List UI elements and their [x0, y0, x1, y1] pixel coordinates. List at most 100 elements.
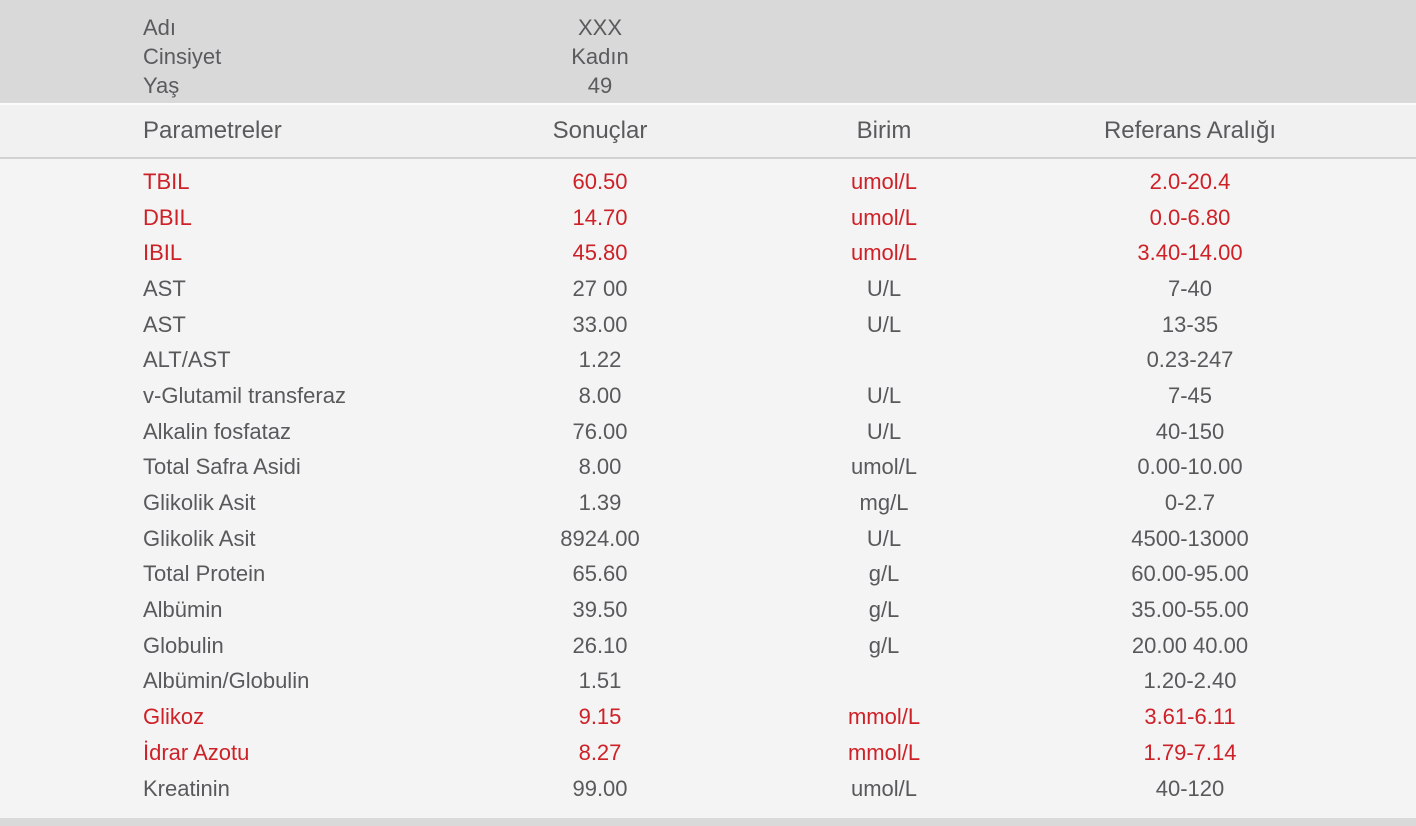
cell-result: 14.70: [572, 204, 628, 230]
table-row: Glikolik Asit 8924.00 U/L 4500-13000: [0, 521, 1416, 557]
cell-result: 99.00: [572, 775, 628, 801]
cell-result: 1.22: [578, 347, 622, 373]
patient-sex-label: Cinsiyet: [143, 43, 222, 69]
cell-unit: g/L: [868, 597, 900, 623]
cell-unit: umol/L: [850, 240, 918, 266]
cell-parameter: Glikolik Asit: [143, 490, 256, 516]
cell-range: 7-45: [1167, 382, 1213, 408]
table-row: ALT/AST 1.22 0.23-247: [0, 342, 1416, 378]
cell-parameter: DBIL: [143, 204, 192, 230]
patient-name-label: Adı: [143, 14, 177, 40]
cell-parameter: v-Glutamil transferaz: [143, 382, 346, 408]
cell-range: 3.40-14.00: [1137, 240, 1243, 266]
cell-range: 0.00-10.00: [1137, 454, 1243, 480]
cell-unit: g/L: [868, 632, 900, 658]
table-row: Alkalin fosfataz 76.00 U/L 40-150: [0, 414, 1416, 450]
cell-unit: mmol/L: [847, 739, 921, 765]
column-header-results: Sonuçlar: [552, 117, 648, 144]
cell-unit: umol/L: [850, 204, 918, 230]
cell-parameter: Alkalin fosfataz: [143, 418, 291, 444]
cell-unit: umol/L: [850, 168, 918, 194]
cell-range: 40-120: [1155, 775, 1225, 801]
cell-result: 9.15: [578, 704, 622, 730]
table-row: Kreatinin 99.00 umol/L 40-120: [0, 771, 1416, 807]
column-header-unit: Birim: [856, 117, 912, 144]
table-row: IBIL 45.80 umol/L 3.40-14.00: [0, 235, 1416, 271]
cell-result: 33.00: [572, 311, 628, 337]
results-table-body: TBIL 60.50 umol/L 2.0-20.4 DBIL 14.70 umol/L 0.…: [0, 159, 1416, 806]
cell-result: 45.80: [572, 240, 628, 266]
cell-result: 65.60: [572, 561, 628, 587]
cell-range: 60.00-95.00: [1131, 561, 1249, 587]
patient-name-value: XXX: [577, 14, 623, 40]
cell-parameter: Globulin: [143, 632, 224, 658]
patient-age-label: Yaş: [143, 72, 180, 98]
cell-range: 13-35: [1161, 311, 1219, 337]
cell-range: 20.00 40.00: [1131, 632, 1249, 658]
table-row: AST 33.00 U/L 13-35: [0, 307, 1416, 343]
cell-parameter: IBIL: [143, 240, 183, 266]
cell-result: 39.50: [572, 597, 628, 623]
table-row: v-Glutamil transferaz 8.00 U/L 7-45: [0, 378, 1416, 414]
cell-unit: umol/L: [850, 775, 918, 801]
cell-result: 26.10: [572, 632, 628, 658]
cell-range: 35.00-55.00: [1131, 597, 1249, 623]
cell-result: 8.00: [578, 382, 622, 408]
cell-result: 1.51: [578, 668, 622, 694]
table-row: DBIL 14.70 umol/L 0.0-6.80: [0, 200, 1416, 236]
table-row: Albümin/Globulin 1.51 1.20-2.40: [0, 664, 1416, 700]
cell-unit: mg/L: [859, 490, 909, 516]
table-row: TBIL 60.50 umol/L 2.0-20.4: [0, 164, 1416, 200]
table-row: Total Protein 65.60 g/L 60.00-95.00: [0, 557, 1416, 593]
column-header-reference: Referans Aralığı: [1103, 117, 1277, 144]
bottom-divider-bar: [0, 818, 1416, 826]
cell-range: 1.20-2.40: [1143, 668, 1237, 694]
cell-unit: U/L: [866, 418, 902, 444]
cell-range: 4500-13000: [1131, 525, 1249, 551]
cell-range: 3.61-6.11: [1144, 704, 1236, 730]
cell-result: 76.00: [572, 418, 628, 444]
patient-age-value: 49: [587, 72, 613, 98]
cell-range: 0.23-247: [1146, 347, 1234, 373]
cell-parameter: Glikoz: [143, 704, 205, 730]
cell-parameter: Total Protein: [143, 561, 266, 587]
cell-parameter: Glikolik Asit: [143, 525, 256, 551]
table-row: Albümin 39.50 g/L 35.00-55.00: [0, 592, 1416, 628]
cell-parameter: ALT/AST: [143, 347, 231, 373]
cell-parameter: Albümin: [143, 597, 223, 623]
table-row: İdrar Azotu 8.27 mmol/L 1.79-7.14: [0, 735, 1416, 771]
cell-result: 8.27: [578, 739, 622, 765]
cell-result: 60.50: [572, 168, 628, 194]
patient-info-band: Adı XXX Cinsiyet Kadın Yaş 49: [0, 0, 1416, 103]
cell-unit: U/L: [866, 382, 902, 408]
cell-unit: U/L: [866, 525, 902, 551]
cell-parameter: Albümin/Globulin: [143, 668, 310, 694]
cell-parameter: AST: [143, 275, 186, 301]
cell-unit: g/L: [868, 561, 900, 587]
patient-info-row: Cinsiyet Kadın: [0, 42, 1416, 71]
cell-parameter: TBIL: [143, 168, 190, 194]
cell-range: 40-150: [1155, 418, 1225, 444]
cell-parameter: AST: [143, 311, 186, 337]
patient-info-row: Yaş 49: [0, 71, 1416, 100]
cell-unit: U/L: [866, 275, 902, 301]
table-row: Total Safra Asidi 8.00 umol/L 0.00-10.00: [0, 450, 1416, 486]
patient-info-row: Adı XXX: [0, 13, 1416, 42]
cell-range: 7-40: [1167, 275, 1213, 301]
results-table-header: Parametreler Sonuçlar Birim Referans Ara…: [0, 103, 1416, 159]
cell-parameter: Kreatinin: [143, 775, 230, 801]
cell-unit: mmol/L: [847, 704, 921, 730]
cell-result: 1.39: [578, 490, 622, 516]
column-header-parameters: Parametreler: [143, 117, 282, 144]
cell-range: 2.0-20.4: [1149, 168, 1231, 194]
cell-unit: umol/L: [850, 454, 918, 480]
cell-range: 0-2.7: [1164, 490, 1216, 516]
cell-range: 0.0-6.80: [1149, 204, 1231, 230]
cell-parameter: İdrar Azotu: [143, 739, 250, 765]
cell-result: 8924.00: [560, 525, 640, 551]
cell-unit: U/L: [866, 311, 902, 337]
cell-parameter: Total Safra Asidi: [143, 454, 301, 480]
table-row: Glikolik Asit 1.39 mg/L 0-2.7: [0, 485, 1416, 521]
table-row: Globulin 26.10 g/L 20.00 40.00: [0, 628, 1416, 664]
